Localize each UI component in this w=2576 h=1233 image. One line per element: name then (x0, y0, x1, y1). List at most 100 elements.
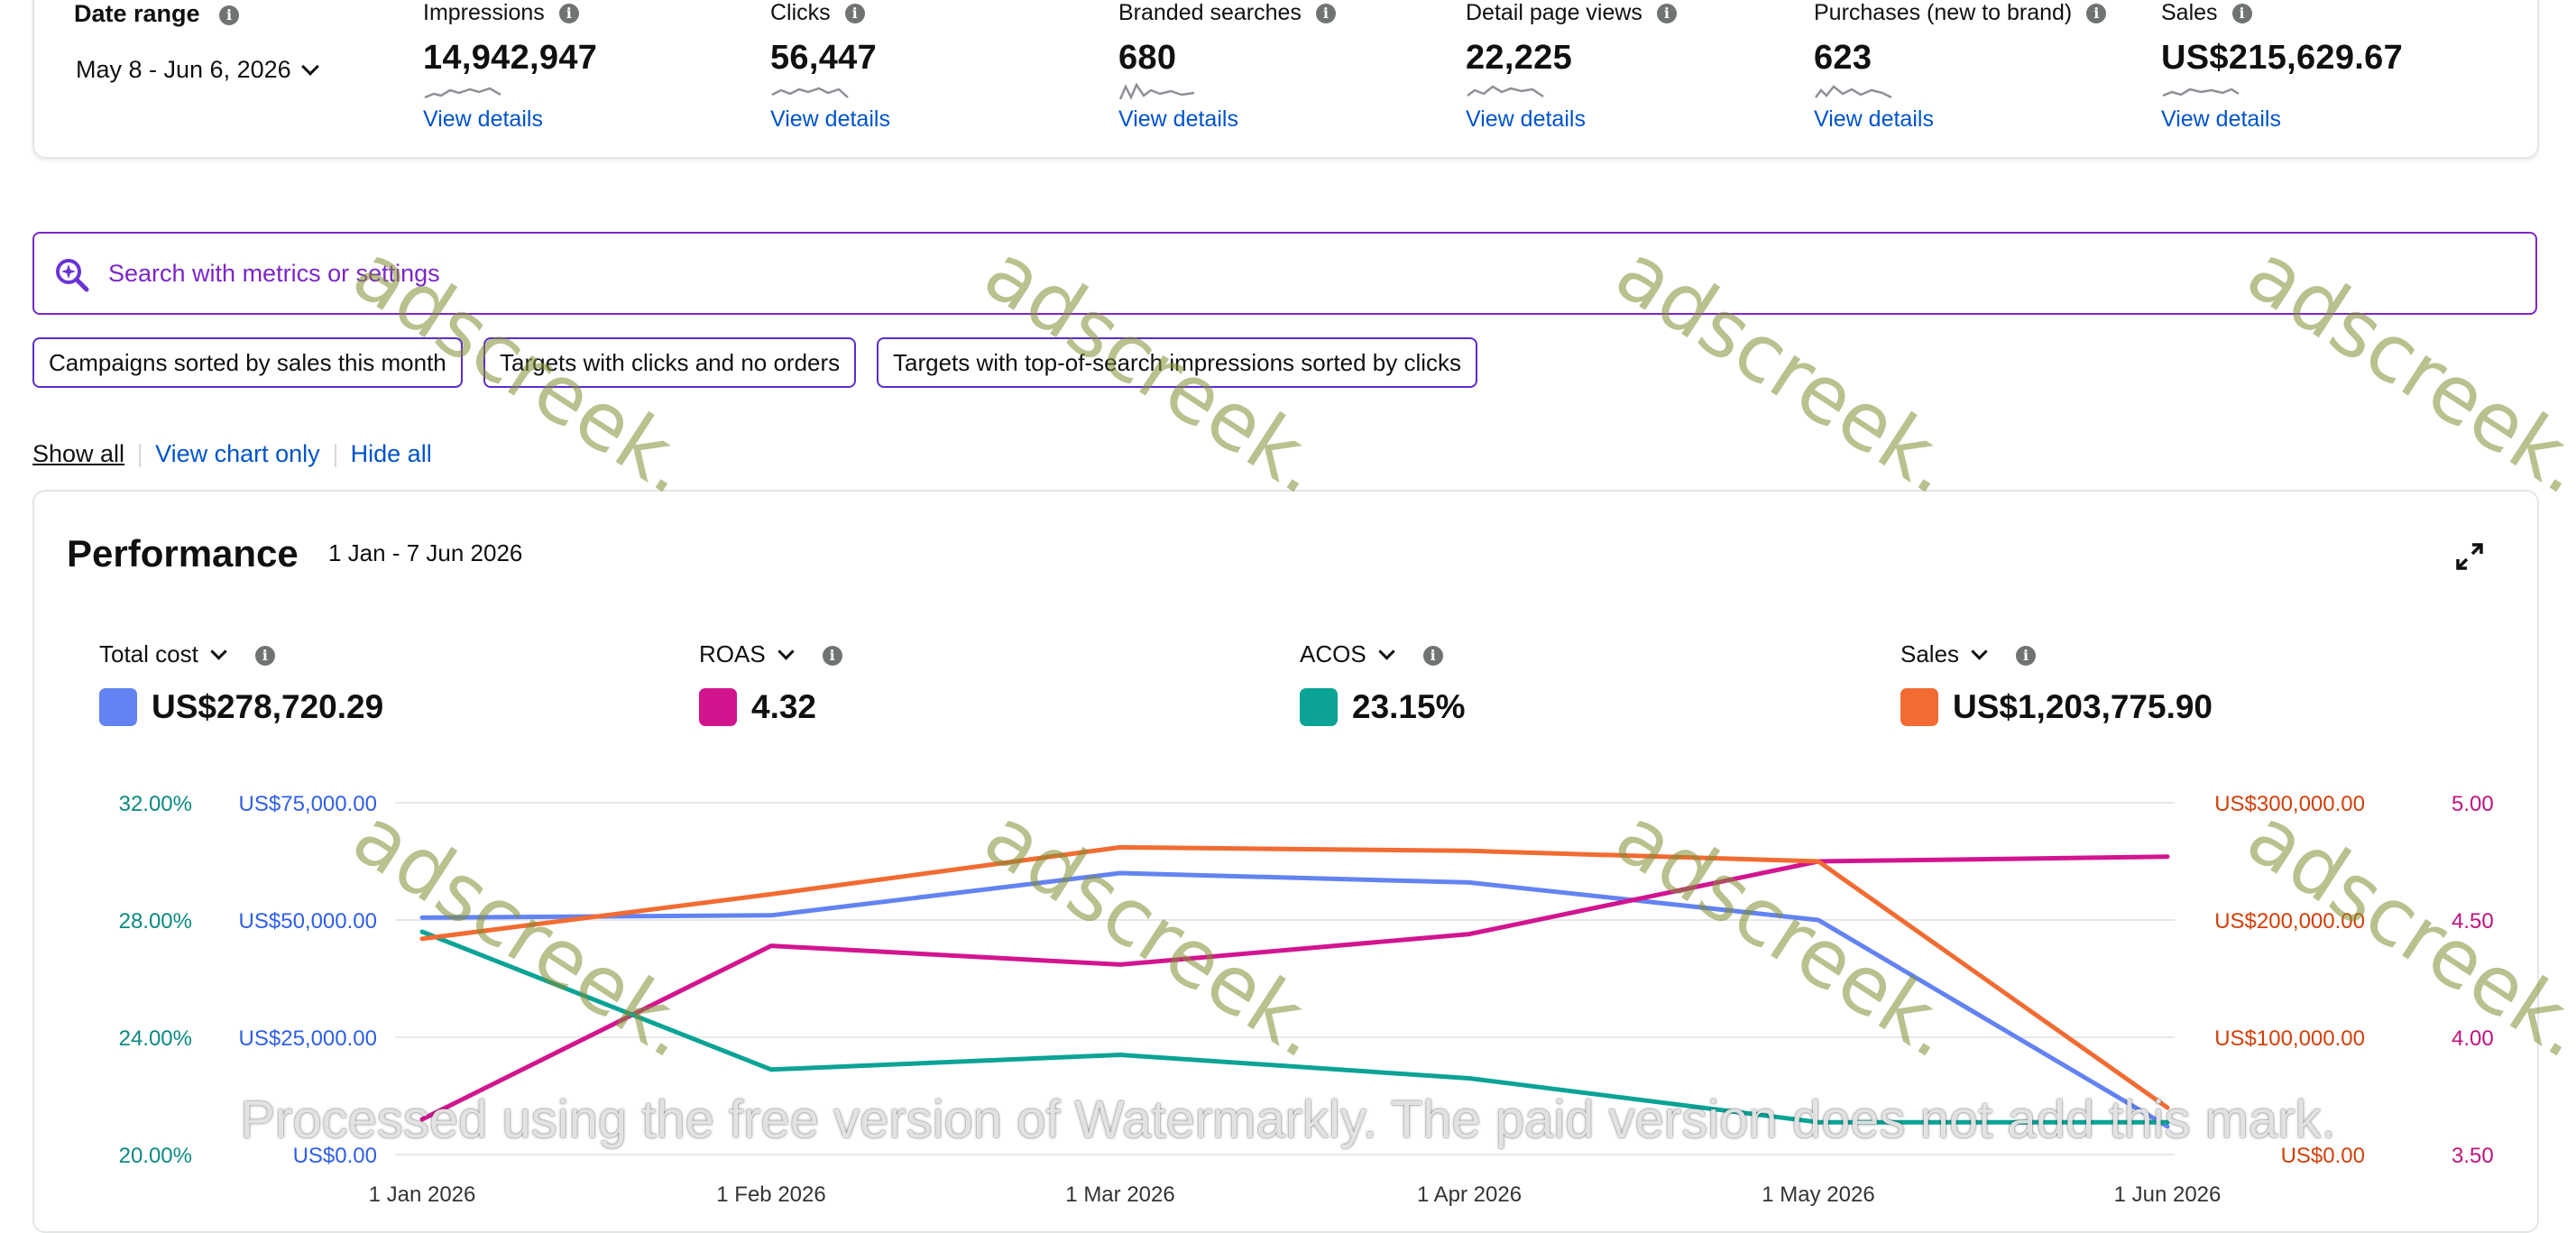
performance-title: Performance (67, 532, 299, 575)
x-tick-label: 1 Apr 2026 (1417, 1182, 1522, 1207)
metric-clicks: Clicks i 56,447 View details (770, 0, 1104, 133)
view-details-link[interactable]: View details (1466, 106, 1586, 132)
info-icon[interactable]: i (2231, 4, 2252, 24)
chevron-down-icon (777, 643, 795, 660)
x-tick-label: 1 Jun 2026 (2114, 1182, 2222, 1207)
metric-label: Purchases (new to brand) (1814, 0, 2073, 25)
series-swatch (1300, 688, 1338, 726)
metric-label: Clicks (770, 0, 831, 25)
view-details-link[interactable]: View details (1118, 106, 1238, 132)
sparkline (771, 87, 849, 98)
y-tick-sales: US$0.00 (2281, 1144, 2365, 1168)
kpi-value: 4.32 (751, 688, 817, 725)
kpi-value: US$278,720.29 (152, 688, 384, 725)
kpi-roas[interactable]: ROAS i 4.32 (699, 640, 842, 728)
series-line-roas (419, 854, 2170, 1122)
y-tick-roas: 4.00 (2452, 1026, 2494, 1051)
kpi-sales[interactable]: Sales i US$1,203,775.90 (1900, 640, 2213, 728)
series-swatch (699, 688, 737, 726)
metric-value: 680 (1118, 39, 1177, 77)
kpi-total-cost[interactable]: Total cost i US$278,720.29 (99, 640, 383, 728)
y-tick-acos: 20.00% (119, 1144, 192, 1168)
kpi-acos[interactable]: ACOS i 23.15% (1300, 640, 1466, 728)
metric-label: Sales (2161, 0, 2218, 25)
date-range-heading: Date range i (74, 0, 240, 28)
series-swatch (99, 688, 137, 726)
sparkline (1118, 82, 1195, 100)
x-tick-label: 1 May 2026 (1762, 1182, 1874, 1207)
suggestion-chip[interactable]: Targets with top-of-search impressions s… (877, 337, 1478, 388)
metrics-search-box (32, 232, 2537, 315)
info-icon[interactable]: i (822, 646, 842, 667)
sparkline (2162, 87, 2240, 97)
metric-value: 623 (1814, 39, 1872, 77)
info-icon[interactable]: i (1656, 4, 1677, 24)
date-range-value: May 8 - Jun 6, 2026 (76, 56, 291, 83)
metric-value: 22,225 (1466, 39, 1573, 77)
date-range-label: Date range (74, 0, 200, 27)
search-input[interactable] (106, 250, 2455, 297)
chevron-down-icon (1971, 643, 1988, 660)
y-tick-roas: 3.50 (2452, 1144, 2494, 1168)
metric-impressions: Impressions i 14,942,947 View details (423, 0, 757, 133)
metric-value: 56,447 (770, 39, 878, 77)
x-tick-label: 1 Feb 2026 (716, 1182, 825, 1207)
y-tick-cost: US$0.00 (293, 1144, 377, 1168)
performance-chart: 32.00% 28.00% 24.00% 20.00% US$75,000.00 US$5… (119, 792, 2494, 1207)
y-tick-roas: 4.50 (2452, 909, 2494, 934)
chevron-down-icon (210, 643, 227, 660)
info-icon[interactable]: i (1315, 4, 1336, 24)
metric-label: Detail page views (1466, 0, 1642, 25)
divider (139, 443, 142, 467)
chevron-down-icon (1377, 643, 1395, 660)
date-range-picker[interactable]: May 8 - Jun 6, 2026 (76, 56, 319, 84)
suggestion-chip[interactable]: Targets with clicks and no orders (483, 337, 857, 388)
performance-date-range: 1 Jan - 7 Jun 2026 (328, 539, 523, 566)
kpi-value: US$1,203,775.90 (1953, 688, 2213, 725)
kpi-label: Sales (1900, 640, 1960, 667)
series-line-sales (419, 844, 2170, 1110)
sparkline (424, 87, 501, 99)
y-tick-sales: US$200,000.00 (2214, 909, 2365, 934)
info-icon[interactable]: i (844, 4, 865, 24)
kpi-label: ACOS (1300, 640, 1366, 667)
metric-detail-page-views: Detail page views i 22,225 View details (1466, 0, 1799, 133)
metric-sales: Sales i US$215,629.67 View details (2161, 0, 2495, 133)
y-tick-sales: US$300,000.00 (2214, 792, 2365, 816)
metric-value: 14,942,947 (423, 39, 598, 77)
view-details-link[interactable]: View details (2161, 106, 2281, 132)
view-chart-only-link[interactable]: View chart only (155, 440, 320, 467)
view-details-link[interactable]: View details (770, 106, 890, 132)
ai-search-icon (56, 259, 89, 292)
hide-all-link[interactable]: Hide all (350, 440, 432, 467)
kpi-label: Total cost (99, 640, 198, 667)
metric-label: Branded searches (1118, 0, 1302, 25)
y-tick-acos: 32.00% (119, 792, 192, 816)
kpi-value: 23.15% (1352, 688, 1466, 725)
y-tick-cost: US$25,000.00 (239, 1026, 377, 1051)
x-tick-label: 1 Mar 2026 (1065, 1182, 1174, 1207)
kpi-label: ROAS (699, 640, 766, 667)
info-icon[interactable]: i (558, 4, 579, 24)
series-line-total-cost (419, 870, 2170, 1129)
info-icon[interactable]: i (2016, 646, 2037, 667)
expand-icon[interactable] (2455, 542, 2484, 571)
info-icon[interactable]: i (2086, 4, 2107, 24)
performance-card (32, 490, 2539, 1233)
info-icon[interactable]: i (254, 646, 275, 667)
y-tick-acos: 24.00% (119, 1026, 192, 1051)
view-toggle: Show all View chart only Hide all (32, 440, 432, 468)
series-swatch (1900, 688, 1938, 726)
series-line-acos (419, 929, 2170, 1125)
info-icon[interactable]: i (219, 5, 240, 25)
metric-value: US$215,629.67 (2161, 39, 2404, 77)
y-tick-cost: US$50,000.00 (239, 909, 377, 934)
view-details-link[interactable]: View details (423, 106, 543, 132)
info-icon[interactable]: i (1422, 646, 1443, 667)
view-details-link[interactable]: View details (1814, 106, 1934, 132)
sparkline (1467, 85, 1544, 98)
divider (334, 443, 336, 467)
suggestion-chip[interactable]: Campaigns sorted by sales this month (32, 337, 463, 388)
y-tick-sales: US$100,000.00 (2214, 1026, 2365, 1051)
show-all-link[interactable]: Show all (32, 440, 125, 467)
